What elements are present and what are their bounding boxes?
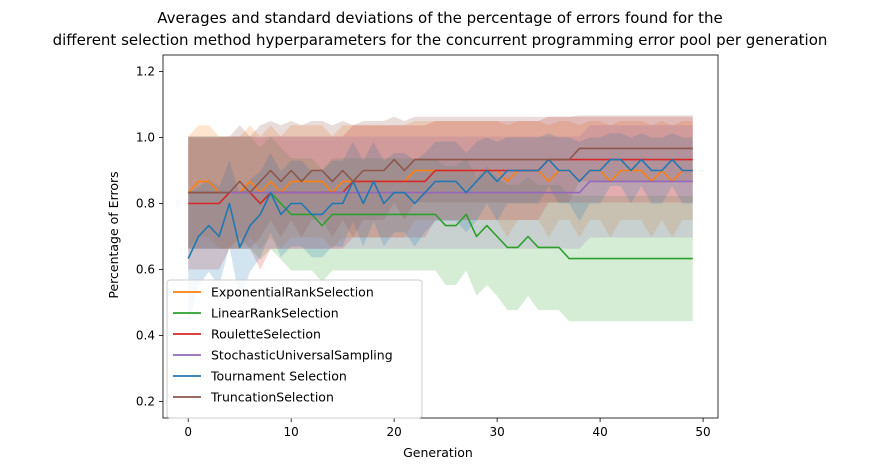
x-axis-label: Generation xyxy=(403,445,473,460)
x-tick-label: 40 xyxy=(592,425,607,439)
y-tick-label: 0.6 xyxy=(136,263,155,277)
y-tick-label: 0.2 xyxy=(136,395,155,409)
legend-label-rouletteselection: RouletteSelection xyxy=(211,327,321,342)
std-band-linearrankselection xyxy=(188,136,693,322)
y-tick-label: 1.2 xyxy=(136,65,155,79)
x-tick-label: 50 xyxy=(695,425,710,439)
legend-box xyxy=(166,279,423,419)
chart-title-line-1: Averages and standard deviations of the … xyxy=(157,9,722,27)
chart-title-line-2: different selection method hyperparamete… xyxy=(53,31,828,49)
legend-label-linearrankselection: LinearRankSelection xyxy=(211,306,339,321)
x-tick-label: 20 xyxy=(387,425,402,439)
y-tick-label: 0.8 xyxy=(136,197,155,211)
y-axis-label: Percentage of Errors xyxy=(106,171,121,298)
y-tick-label: 0.4 xyxy=(136,329,155,343)
x-tick-label: 10 xyxy=(284,425,299,439)
legend: ExponentialRankSelection LinearRankSelect… xyxy=(166,279,423,419)
x-tick-label: 30 xyxy=(489,425,504,439)
y-tick-label: 1.0 xyxy=(136,131,155,145)
legend-label-tournament-selection: Tournament Selection xyxy=(210,369,347,384)
x-axis-ticks: 0 10 20 30 40 50 xyxy=(184,418,711,439)
legend-label-exponentialrankselection: ExponentialRankSelection xyxy=(211,285,374,300)
x-tick-label: 0 xyxy=(184,425,192,439)
series-line-truncationselection xyxy=(188,147,693,194)
plot-frame xyxy=(162,54,719,419)
mean-lines xyxy=(187,147,693,260)
y-axis-ticks: 0.2 0.4 0.6 0.8 1.0 1.2 xyxy=(136,65,163,409)
legend-label-truncationselection: TruncationSelection xyxy=(210,390,334,405)
series-line-tournament-selection xyxy=(187,158,693,259)
series-line-stochasticuniversalsampling xyxy=(188,180,693,194)
legend-label-stochasticuniversalsampling: StochasticUniversalSampling xyxy=(211,348,393,363)
